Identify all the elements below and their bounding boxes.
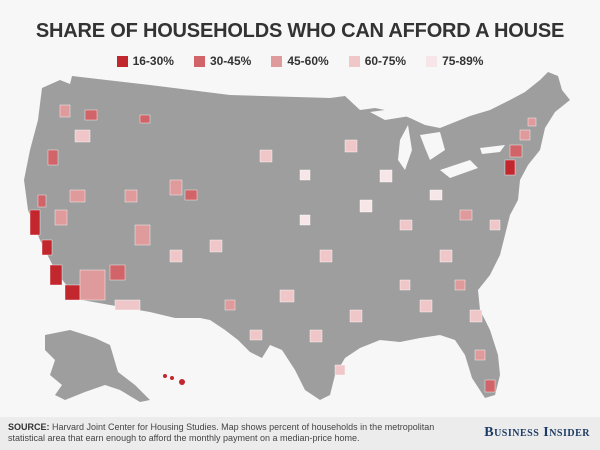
metro-area: [334, 364, 346, 376]
legend-item: 30-45%: [193, 54, 252, 68]
business-insider-logo: Business Insider: [484, 425, 590, 440]
legend-swatch: [116, 55, 128, 67]
metro-area: [54, 209, 68, 226]
legend-label: 45-60%: [287, 54, 329, 68]
legend-label: 16-30%: [132, 54, 174, 68]
metro-area: [64, 284, 81, 301]
metro-area: [349, 309, 363, 323]
metro-area: [37, 194, 47, 208]
metro-area: [509, 144, 523, 158]
metro-area: [169, 249, 183, 263]
legend-swatch: [271, 55, 283, 67]
metro-area: [139, 114, 151, 124]
metro-area: [259, 149, 273, 163]
metro-area: [249, 329, 263, 341]
legend-item: 16-30%: [116, 54, 174, 68]
source-note: SOURCE: Harvard Joint Center for Housing…: [8, 422, 448, 444]
metro-area: [519, 129, 531, 141]
metro-area: [459, 209, 473, 221]
us-map: [24, 72, 570, 402]
metro-area: [109, 264, 126, 281]
legend-item: 45-60%: [271, 54, 329, 68]
metro-area: [29, 209, 41, 236]
map-title: SHARE OF HOUSEHOLDS WHO CAN AFFORD A HOU…: [35, 20, 565, 42]
metro-area: [134, 224, 151, 246]
metro-area: [399, 219, 413, 231]
legend: 16-30% 30-45% 45-60% 60-75% 75-89%: [0, 54, 600, 68]
metro-area: [419, 299, 433, 313]
metro-area: [74, 129, 91, 143]
alaska: [45, 330, 150, 402]
legend-item: 75-89%: [426, 54, 483, 68]
metro-area: [299, 169, 311, 181]
metro-area: [279, 289, 295, 303]
metro-area: [429, 189, 443, 201]
metro-area: [504, 159, 516, 176]
legend-label: 30-45%: [209, 54, 252, 68]
metro-area: [379, 169, 393, 183]
metro-area: [489, 219, 501, 231]
metro-area: [114, 299, 141, 311]
legend-swatch: [348, 55, 360, 67]
metro-area: [344, 139, 358, 153]
metro-area: [299, 214, 311, 226]
metro-area: [439, 249, 453, 263]
metro-area: [484, 379, 496, 393]
metro-area: [399, 279, 411, 291]
source-text: Harvard Joint Center for Housing Studies…: [8, 422, 435, 443]
metro-area: [41, 239, 53, 256]
metro-area: [474, 349, 486, 361]
metro-area: [59, 104, 71, 118]
legend-label: 60-75%: [364, 54, 407, 68]
metro-area: [209, 239, 223, 253]
metro-area: [454, 279, 466, 291]
hawaii: [163, 374, 185, 385]
metro-area: [184, 189, 198, 201]
metro-area: [319, 249, 333, 263]
metro-area: [169, 179, 183, 196]
metro-area: [69, 189, 86, 203]
legend-label: 75-89%: [442, 54, 484, 68]
legend-swatch: [426, 55, 438, 67]
footer: SOURCE: Harvard Joint Center for Housing…: [0, 417, 600, 450]
source-label: SOURCE:: [8, 422, 50, 432]
metro-area: [224, 299, 236, 311]
metro-area: [527, 117, 537, 127]
great-lakes: [370, 108, 505, 178]
metro-area: [79, 269, 106, 301]
legend-item: 60-75%: [348, 54, 407, 68]
legend-swatch: [193, 55, 205, 67]
metro-area: [469, 309, 483, 323]
metro-area: [49, 264, 63, 286]
metro-area: [309, 329, 323, 343]
metro-area: [84, 109, 98, 121]
metro-area: [124, 189, 138, 203]
metro-area: [359, 199, 373, 213]
metro-area: [47, 149, 59, 166]
